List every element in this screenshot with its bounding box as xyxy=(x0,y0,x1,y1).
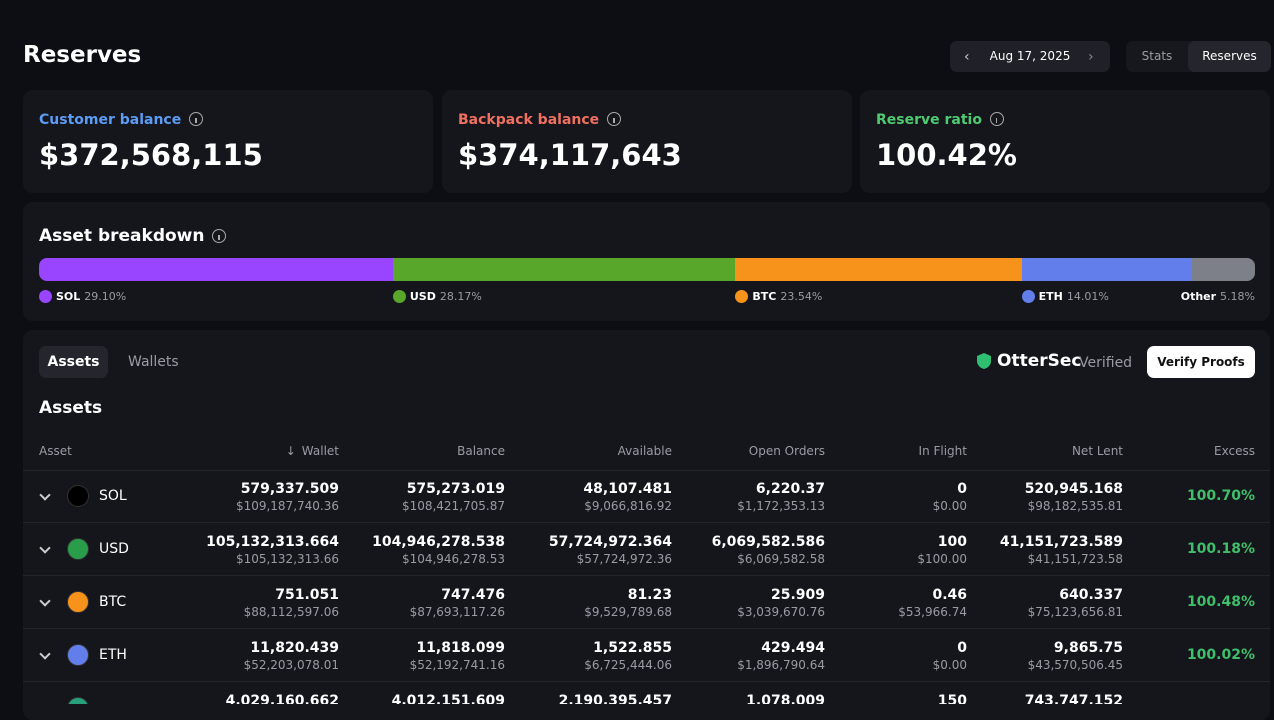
legend-item: ETH 14.01% xyxy=(1021,290,1109,303)
legend-percent: 28.17% xyxy=(439,290,482,303)
legend-icon xyxy=(392,290,406,303)
page-title: Reserves xyxy=(23,42,142,68)
legend-item: USD 28.17% xyxy=(392,290,482,303)
legend-item: BTC 23.54% xyxy=(735,290,822,303)
bar-segment xyxy=(392,258,736,281)
legend-percent: 23.54% xyxy=(780,290,823,303)
legend-name: SOL xyxy=(56,290,81,303)
date: Aug 17, 2025 xyxy=(989,49,1071,63)
bar-segment xyxy=(39,258,393,281)
next-date[interactable]: › xyxy=(1088,49,1094,65)
summary-label-text: Backpack balance xyxy=(458,112,600,128)
summary-value: $374,117,643 xyxy=(458,138,682,172)
bar-segment xyxy=(735,258,1022,281)
summary-value: 100.42% xyxy=(876,138,1017,172)
breakdown-legend: SOL 29.10% USD 28.17% BTC 23.54% ETH 14.01% Othe… xyxy=(39,290,1255,306)
legend-item: SOL 29.10% xyxy=(39,290,126,303)
summary-value: $372,568,115 xyxy=(39,138,263,172)
wallets-tab[interactable]: Wallets xyxy=(128,354,179,370)
legend-icon xyxy=(39,290,52,303)
summary-label: Backpack balance xyxy=(458,112,622,128)
assets-card: Assets Wallets OtterSec Verified Verify … xyxy=(23,330,1270,720)
breakdown-title: Asset breakdown xyxy=(39,226,227,246)
bar-segment xyxy=(1191,258,1255,281)
summary-label: Customer balance xyxy=(39,112,204,128)
legend-name: BTC xyxy=(752,290,777,303)
assets-tab[interactable]: Assets xyxy=(39,346,108,378)
summary-card: Customer balance $372,568,115 xyxy=(23,90,433,193)
summary-card: Reserve ratio 100.42% xyxy=(860,90,1270,193)
legend-item: Other 5.18% xyxy=(1181,290,1255,303)
breakdown-bar xyxy=(39,258,1255,281)
reserves-tab[interactable]: Reserves xyxy=(1188,41,1271,72)
summary-label: Reserve ratio xyxy=(876,112,1004,128)
info-icon[interactable] xyxy=(607,112,622,126)
info-icon[interactable] xyxy=(212,229,227,243)
verify-button[interactable]: Verify Proofs xyxy=(1147,346,1255,378)
legend-icon xyxy=(1021,290,1035,303)
prev-date[interactable]: ‹ xyxy=(964,49,970,65)
legend-name: Other xyxy=(1180,290,1217,303)
summary-label-text: Reserve ratio xyxy=(876,112,982,128)
legend-percent: 29.10% xyxy=(84,290,127,303)
legend-name: USD xyxy=(409,290,436,303)
breakdown-card: Asset breakdown SOL 29.10% USD 28.17% BTC 23.… xyxy=(23,202,1270,321)
legend-name: ETH xyxy=(1038,290,1063,303)
ottersec-logo xyxy=(977,353,991,369)
info-icon[interactable] xyxy=(989,112,1004,126)
breakdown-title-text: Asset breakdown xyxy=(39,226,205,246)
summary-card: Backpack balance $374,117,643 xyxy=(442,90,852,193)
legend-icon xyxy=(735,290,749,303)
page: Reserves ‹ Aug 17, 2025 › Stats Reserves… xyxy=(23,41,1271,704)
bar-segment xyxy=(1021,258,1192,281)
view-toggle: Stats Reserves xyxy=(1126,41,1271,72)
date-picker[interactable]: ‹ Aug 17, 2025 › xyxy=(950,41,1110,72)
legend-percent: 14.01% xyxy=(1066,290,1109,303)
legend-percent: 5.18% xyxy=(1220,290,1255,303)
stats-tab[interactable]: Stats xyxy=(1141,49,1173,63)
verified: Verified xyxy=(1079,355,1133,371)
info-icon[interactable] xyxy=(189,112,204,126)
assets-title: Assets xyxy=(39,398,103,418)
brand: OtterSec xyxy=(997,351,1082,371)
summary-label-text: Customer balance xyxy=(39,112,182,128)
